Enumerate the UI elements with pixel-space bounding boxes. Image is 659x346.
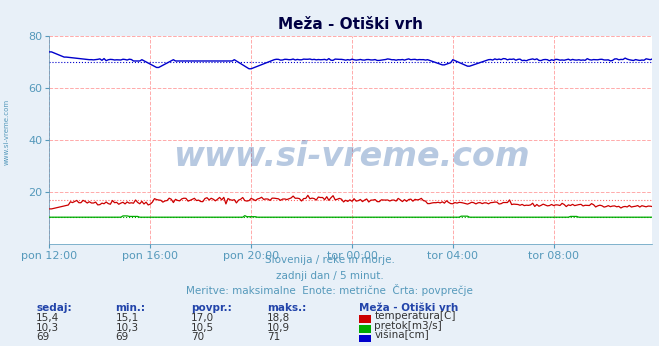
Text: Slovenija / reke in morje.: Slovenija / reke in morje. (264, 255, 395, 265)
Text: 71: 71 (267, 333, 280, 343)
Text: zadnji dan / 5 minut.: zadnji dan / 5 minut. (275, 271, 384, 281)
Text: 69: 69 (115, 333, 129, 343)
Text: 15,1: 15,1 (115, 313, 138, 323)
Text: pretok[m3/s]: pretok[m3/s] (374, 321, 442, 331)
Text: 10,9: 10,9 (267, 323, 290, 333)
Text: povpr.:: povpr.: (191, 303, 232, 313)
Text: www.si-vreme.com: www.si-vreme.com (173, 140, 529, 173)
Title: Meža - Otiški vrh: Meža - Otiški vrh (278, 17, 424, 33)
Text: Meritve: maksimalne  Enote: metrične  Črta: povprečje: Meritve: maksimalne Enote: metrične Črta… (186, 284, 473, 296)
Text: višina[cm]: višina[cm] (374, 330, 429, 340)
Text: 69: 69 (36, 333, 49, 343)
Text: 17,0: 17,0 (191, 313, 214, 323)
Text: min.:: min.: (115, 303, 146, 313)
Text: www.si-vreme.com: www.si-vreme.com (3, 98, 9, 165)
Text: sedaj:: sedaj: (36, 303, 72, 313)
Text: 10,3: 10,3 (115, 323, 138, 333)
Text: temperatura[C]: temperatura[C] (374, 311, 456, 321)
Text: 18,8: 18,8 (267, 313, 290, 323)
Text: maks.:: maks.: (267, 303, 306, 313)
Text: 70: 70 (191, 333, 204, 343)
Text: 10,5: 10,5 (191, 323, 214, 333)
Text: Meža - Otiški vrh: Meža - Otiški vrh (359, 303, 459, 313)
Text: 15,4: 15,4 (36, 313, 59, 323)
Text: 10,3: 10,3 (36, 323, 59, 333)
